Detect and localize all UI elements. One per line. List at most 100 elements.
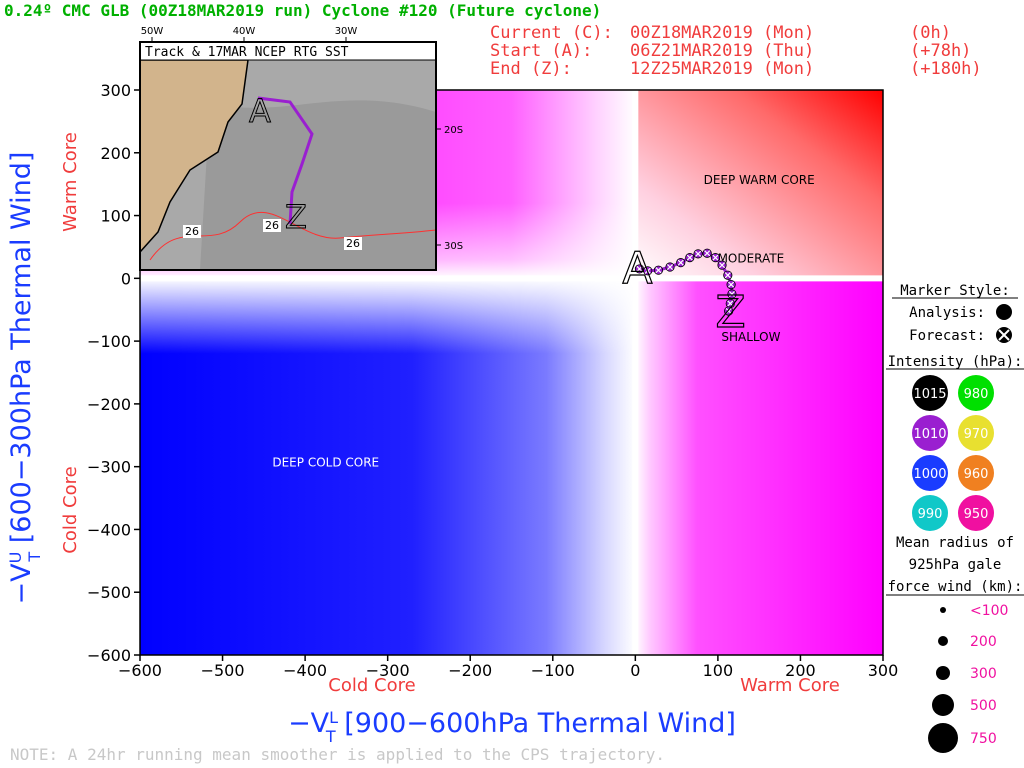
legend-radius-label: 750 bbox=[970, 731, 997, 747]
track-marker-cross bbox=[725, 307, 732, 315]
inset-frame bbox=[139, 41, 437, 271]
x-tick-label: −200 bbox=[448, 661, 492, 680]
legend-radius-swatch bbox=[938, 636, 948, 646]
track-end-marker: Z bbox=[716, 287, 746, 338]
track-marker bbox=[723, 270, 733, 280]
track-marker bbox=[653, 265, 664, 275]
track-start-marker: A bbox=[622, 243, 652, 294]
inset-lon-label: 40W bbox=[233, 26, 256, 37]
legend-radius-label: 300 bbox=[970, 666, 997, 682]
legend-radius-label: 500 bbox=[970, 698, 997, 714]
x-tick-label: −500 bbox=[201, 661, 245, 680]
smoother-note: NOTE: A 24hr running mean smoother is ap… bbox=[10, 745, 665, 764]
legend-intensity-swatch bbox=[958, 455, 994, 491]
inset-start-marker: A bbox=[249, 92, 271, 130]
y-tick-label: −400 bbox=[87, 520, 131, 539]
legend-intensity-swatch bbox=[958, 415, 994, 451]
track-marker bbox=[685, 253, 695, 263]
legend-intensity-swatch bbox=[958, 495, 994, 531]
plot-frame bbox=[139, 89, 884, 656]
y-tick-label: −100 bbox=[87, 332, 131, 351]
legend-forecast-label: Forecast: bbox=[909, 328, 985, 344]
x-tick-label: 200 bbox=[785, 661, 816, 680]
inset-sst-label: 26 bbox=[265, 219, 279, 232]
track-marker bbox=[726, 280, 736, 290]
track-marker-cross bbox=[724, 272, 731, 279]
track-marker-cross bbox=[644, 267, 651, 274]
end-time: 12Z25MAR2019 (Mon) bbox=[630, 59, 814, 79]
current-time: 00Z18MAR2019 (Mon) bbox=[630, 23, 814, 43]
chart-title: 0.24º CMC GLB (00Z18MAR2019 run) Cyclone… bbox=[4, 1, 601, 20]
current-offset: (0h) bbox=[910, 23, 951, 43]
legend-radius-title-3: force wind (km): bbox=[888, 579, 1023, 595]
legend-radius-swatch bbox=[940, 607, 946, 613]
track-marker-cross bbox=[728, 281, 735, 288]
y-tick-label: −300 bbox=[87, 458, 131, 477]
inset-lat-label: 20S bbox=[444, 125, 463, 136]
legend: Marker Style: Analysis: Forecast: Intensity… bbox=[886, 283, 1024, 753]
legend-marker-style-title: Marker Style: bbox=[900, 283, 1010, 299]
track-marker-cross bbox=[686, 254, 693, 261]
legend-intensity-swatch bbox=[912, 455, 948, 491]
legend-intensity-label: 950 bbox=[964, 507, 989, 522]
track-marker-cross bbox=[712, 254, 719, 261]
inset-lat-label: 30S bbox=[444, 241, 463, 252]
y-tick-label: 0 bbox=[121, 269, 131, 288]
x-axis-title: −VL T [900−600hPa Thermal Wind] bbox=[288, 708, 736, 746]
y-side-label-bottom: Cold Core bbox=[60, 466, 81, 553]
legend-intensity-label: 960 bbox=[964, 467, 989, 482]
legend-radius-label: 200 bbox=[970, 634, 997, 650]
region-labels: DEEP WARM CORE DEEP COLD CORE MODERATE SHAL… bbox=[272, 173, 815, 469]
y-tick-label: −200 bbox=[87, 395, 131, 414]
x-tick-label: −300 bbox=[366, 661, 410, 680]
track-marker-cross bbox=[666, 264, 674, 271]
legend-radius-swatch bbox=[932, 694, 954, 716]
legend-forecast-cross bbox=[998, 329, 1010, 341]
legend-intensity-title: Intensity (hPa): bbox=[888, 354, 1023, 370]
inset-sst-label-bg bbox=[183, 225, 201, 238]
track-marker-cross bbox=[636, 265, 643, 272]
inset-end-marker: Z bbox=[285, 198, 307, 236]
legend-radius-title-2: 925hPa gale bbox=[909, 557, 1002, 573]
x-tick-label: 0 bbox=[630, 661, 640, 680]
end-label: End (Z): bbox=[490, 59, 572, 79]
legend-intensity-label: 970 bbox=[964, 427, 989, 442]
track-marker bbox=[724, 306, 734, 316]
quadrant-deep-cold-fade bbox=[140, 278, 636, 655]
end-offset: (+180h) bbox=[910, 59, 982, 79]
track-marker-cross bbox=[728, 291, 735, 298]
legend-intensity-label: 1015 bbox=[913, 387, 946, 402]
y-side-label-top: Warm Core bbox=[60, 132, 81, 232]
legend-analysis-marker bbox=[996, 304, 1012, 320]
legend-intensity-swatch bbox=[912, 415, 948, 451]
cyclone-track: AZ bbox=[622, 242, 746, 338]
track-marker bbox=[634, 264, 645, 274]
legend-radius-title-1: Mean radius of bbox=[896, 535, 1014, 551]
legend-intensity-swatch bbox=[958, 375, 994, 411]
inset-sst-label-bg bbox=[344, 237, 362, 250]
start-time: 06Z21MAR2019 (Thu) bbox=[630, 41, 814, 61]
track-marker bbox=[643, 266, 653, 276]
legend-intensity-label: 980 bbox=[964, 387, 989, 402]
legend-intensity-swatch bbox=[912, 495, 948, 531]
x-tick-label: 100 bbox=[703, 661, 734, 680]
inset-warm-water bbox=[200, 100, 436, 270]
legend-analysis-label: Analysis: bbox=[909, 305, 985, 321]
legend-radius-swatch bbox=[928, 723, 958, 753]
inset-sst-label: 26 bbox=[346, 237, 360, 250]
axes: −600 −500 −400 −300 −200 −100 0 100 200 300 −600 −5… bbox=[87, 81, 898, 680]
track-marker bbox=[710, 253, 721, 263]
region-label-0: DEEP WARM CORE bbox=[704, 173, 815, 187]
y-tick-label: 300 bbox=[100, 81, 131, 100]
track-marker-cross bbox=[655, 267, 662, 274]
legend-intensity-label: 990 bbox=[918, 507, 943, 522]
track-marker bbox=[665, 262, 675, 272]
y-tick-label: −500 bbox=[87, 583, 131, 602]
inset-land bbox=[139, 59, 249, 254]
region-label-3: SHALLOW bbox=[721, 330, 780, 344]
track-marker-cross bbox=[718, 262, 726, 269]
y-tick-label: 200 bbox=[100, 144, 131, 163]
quadrant-deep-warm bbox=[635, 90, 883, 279]
inset-track bbox=[257, 96, 314, 225]
